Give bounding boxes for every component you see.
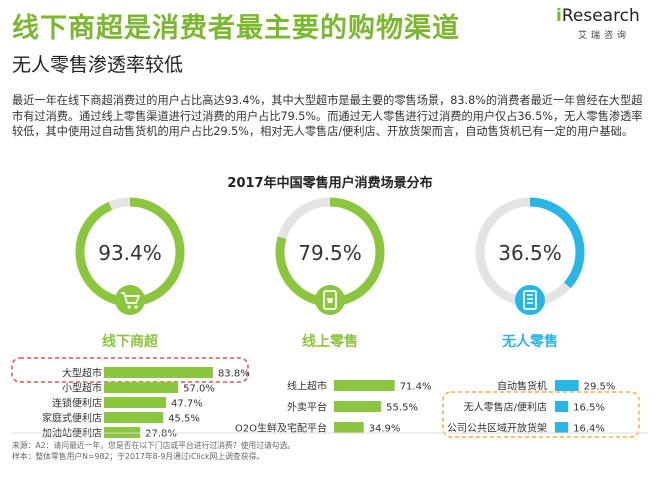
footer-sample: 样本：整体零售用户N=982；于2017年8-9月通过iClick网上调查获得。 [12,452,265,461]
bar-group-2: 线上超市 71.4% 外卖平台 55.5% O2O生鲜及宅配平台 34.9% [235,380,432,435]
bar-category-label: 自动售货机 [497,380,547,393]
bar-value-label: 34.9% [369,424,401,435]
donut-1: 93.4% 线下商超 [75,197,185,350]
bar [555,422,569,433]
bar-category-label: 无人零售店/便利店 [464,401,547,414]
bar-value-label: 47.7% [171,399,203,410]
bar-group-3: 自动售货机 29.5% 无人零售店/便利店 16.5% 公司公共区域开放货架 16.4% [442,380,640,438]
bar-category-label: 小型超市 [62,382,102,395]
bar-value-label: 16.5% [573,403,605,414]
donut-value: 79.5% [298,241,362,265]
bar-category-label: 家庭式便利店 [42,412,102,425]
bar-category-label: 线上超市 [287,380,327,393]
bar [104,367,213,378]
donut-value: 93.4% [98,241,162,265]
bar [104,412,164,423]
bar [334,422,364,433]
bar [104,397,167,408]
donut-3: 36.5% 无人零售 [475,197,585,350]
bar-value-label: 57.0% [183,384,215,395]
category-heading: 无人零售 [501,333,558,350]
bar-category-label: 公司公共区域开放货架 [447,422,547,435]
vending-machine-icon [515,285,545,315]
bar [334,401,382,412]
bar-value-label: 29.5% [584,382,616,393]
bar [555,401,569,412]
page-title: 线下商超是消费者最主要的购物渠道 [12,13,460,44]
summary-paragraph: 最近一年在线下商超消费过的用户占比高达93.4%，其中大型超市是最主要的零售场景… [12,94,643,139]
logo-main: Research [561,6,640,26]
donut-arc [475,197,585,307]
bar-category-label: 外卖平台 [287,401,327,414]
shopping-cart-icon [115,285,145,315]
bar-category-label: O2O生鲜及宅配平台 [235,422,327,435]
chart-footer: 来源：A2：请问最近一年，您是否在以下门店或平台进行过消费？使用过请勾选。 样本… [12,440,652,462]
bar-category-label: 连锁便利店 [52,397,102,410]
chart-title: 2017年中国零售用户消费场景分布 [227,176,433,191]
logo-chinese: 艾瑞咨询 [578,31,631,41]
category-heading: 线下商超 [102,333,159,350]
highlight-box [442,391,640,438]
footer-source: 来源：A2：请问最近一年，您是否在以下门店或平台进行过消费？使用过请勾选。 [12,441,296,450]
bar [104,382,179,393]
bar-value-label: 55.5% [386,403,418,414]
bar-value-label: 83.8% [218,369,250,380]
logo-wordmark: iResearch [556,6,640,26]
bar-value-label: 27.8% [145,429,177,440]
bar-value-label: 45.5% [168,414,200,425]
logo-i: i [556,6,562,26]
bar [555,380,579,391]
donut-2: 79.5% 线上零售 [275,197,385,350]
bar-category-label: 大型超市 [62,367,102,380]
iresearch-logo: iResearch 艾瑞咨询 [556,6,654,46]
bar [334,380,395,391]
category-heading: 线上零售 [302,333,358,350]
bar-group-1: 大型超市 83.8%小型超市 57.0%连锁便利店 47.7%家庭式便利店 45.5%加… [11,357,250,440]
bar-value-label: 71.4% [400,382,432,393]
mobile-shop-icon [315,285,345,315]
page-subtitle: 无人零售渗透率较低 [12,54,184,76]
donut-value: 36.5% [498,241,562,265]
bar-value-label: 16.4% [573,424,605,435]
